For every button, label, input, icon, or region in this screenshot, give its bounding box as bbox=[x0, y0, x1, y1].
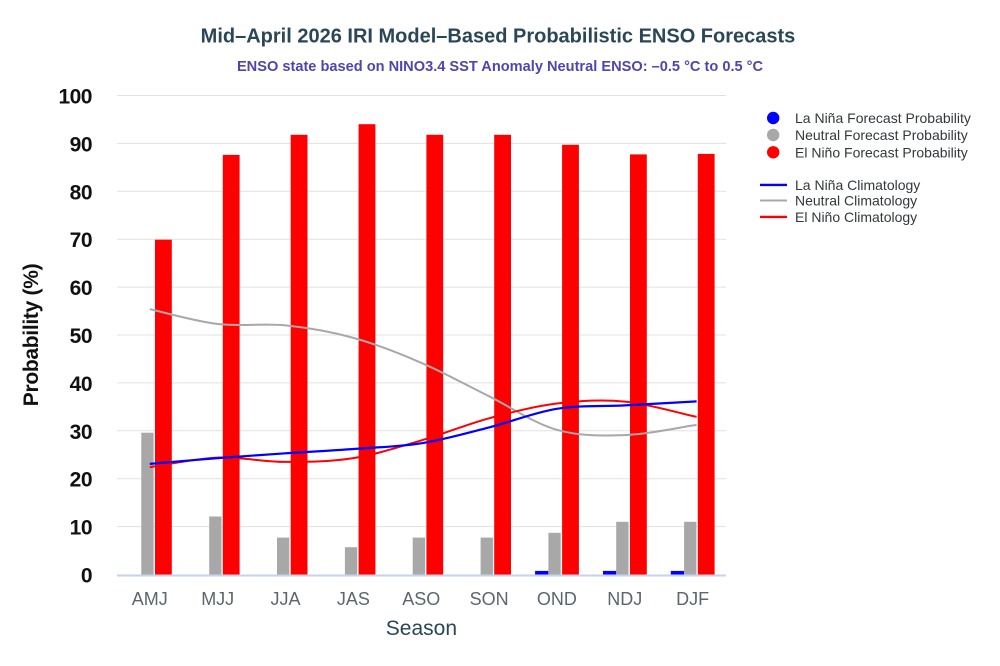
svg-text:AMJ: AMJ bbox=[132, 589, 168, 609]
svg-text:10: 10 bbox=[70, 517, 92, 540]
svg-text:JJA: JJA bbox=[270, 589, 300, 609]
svg-text:El Niño Climatology: El Niño Climatology bbox=[795, 209, 917, 225]
svg-text:30: 30 bbox=[70, 421, 92, 444]
svg-text:90: 90 bbox=[70, 133, 92, 156]
svg-text:SON: SON bbox=[470, 589, 509, 609]
svg-text:70: 70 bbox=[70, 229, 92, 252]
svg-text:20: 20 bbox=[70, 469, 92, 492]
svg-text:100: 100 bbox=[58, 86, 92, 109]
svg-text:ASO: ASO bbox=[402, 589, 440, 609]
svg-text:0: 0 bbox=[81, 565, 92, 588]
svg-text:DJF: DJF bbox=[676, 589, 709, 609]
svg-text:OND: OND bbox=[537, 589, 577, 609]
svg-text:50: 50 bbox=[70, 325, 92, 348]
svg-text:60: 60 bbox=[70, 277, 92, 300]
svg-text:NDJ: NDJ bbox=[607, 589, 642, 609]
svg-text:40: 40 bbox=[70, 373, 92, 396]
svg-text:El Niño Forecast Probability: El Niño Forecast Probability bbox=[795, 144, 968, 160]
svg-text:MJJ: MJJ bbox=[201, 589, 234, 609]
svg-text:La Niña Climatology: La Niña Climatology bbox=[795, 177, 920, 193]
svg-text:Neutral Forecast Probability: Neutral Forecast Probability bbox=[795, 127, 968, 143]
svg-text:Neutral Climatology: Neutral Climatology bbox=[795, 193, 917, 209]
svg-text:La Niña Forecast Probability: La Niña Forecast Probability bbox=[795, 110, 971, 126]
svg-text:ENSO state based on NINO3.4 SS: ENSO state based on NINO3.4 SST Anomaly … bbox=[237, 59, 764, 75]
svg-text:Probability (%): Probability (%) bbox=[20, 264, 43, 407]
svg-text:Mid–April 2026 IRI Model–Based: Mid–April 2026 IRI Model–Based Probabili… bbox=[201, 26, 796, 48]
svg-text:80: 80 bbox=[70, 181, 92, 204]
svg-text:JAS: JAS bbox=[337, 589, 370, 609]
svg-text:Season: Season bbox=[386, 617, 457, 640]
